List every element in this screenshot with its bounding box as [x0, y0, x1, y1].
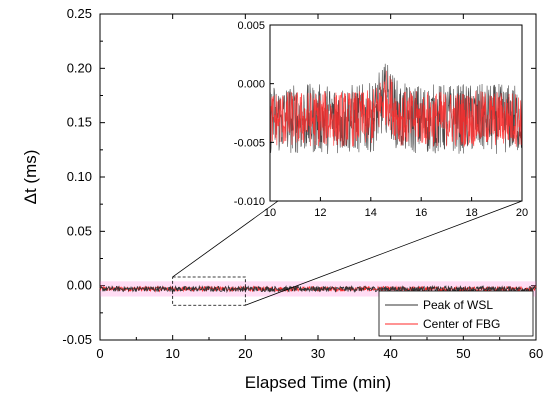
- inset-x-tick-label: 12: [314, 207, 326, 219]
- y-tick-label: 0.15: [67, 115, 92, 130]
- y-tick-label: 0.00: [67, 278, 92, 293]
- legend-box: [378, 290, 534, 337]
- x-tick-label: 10: [165, 346, 179, 361]
- y-tick-label: 0.20: [67, 60, 92, 75]
- inset-y-tick-label: 0.005: [237, 20, 265, 32]
- inset-axis-ticks: [269, 24, 523, 202]
- main-tick-labels: 0 10 20 30 40 50 60 -0.05 0.00 0.05 0.10 0.15 0.20 0.…: [62, 6, 543, 361]
- zoom-region-rect: [172, 276, 246, 306]
- inset-frame: [269, 24, 523, 202]
- x-tick-label: 50: [456, 346, 470, 361]
- inset-x-tick-label: 18: [465, 207, 477, 219]
- inset-y-tick-label: -0.005: [234, 137, 265, 149]
- y-tick-label: 0.25: [67, 6, 92, 21]
- legend-label-peak-of-wsl: Peak of WSL: [423, 298, 493, 312]
- y-axis-title: Δt (ms): [21, 150, 40, 205]
- inset-x-tick-label: 10: [264, 207, 276, 219]
- x-tick-label: 40: [383, 346, 397, 361]
- inset-x-tick-label: 14: [365, 207, 377, 219]
- y-tick-label: 0.05: [67, 223, 92, 238]
- inset-series-line-center-of-fbg: [269, 70, 523, 147]
- x-tick-label: 60: [529, 346, 543, 361]
- x-tick-label: 20: [238, 346, 252, 361]
- y-tick-label: 0.10: [67, 169, 92, 184]
- inset-series-line-peak-of-wsl: [269, 63, 523, 154]
- inset-y-tick-label: -0.010: [234, 196, 265, 208]
- inset-y-tick-label: 0.000: [237, 79, 265, 91]
- inset-tick-labels: 10 12 14 16 18 20 -0.010 -0.005 0.000 0.005: [234, 20, 528, 219]
- legend-label-center-of-fbg: Center of FBG: [423, 317, 500, 331]
- zoom-connector-line: [245, 200, 523, 306]
- inset-series-group: [269, 63, 523, 154]
- x-axis-title: Elapsed Time (min): [245, 373, 391, 392]
- x-tick-label: 0: [96, 346, 103, 361]
- y-tick-label: -0.05: [62, 332, 92, 347]
- inset-x-tick-label: 16: [415, 207, 427, 219]
- x-tick-label: 30: [311, 346, 325, 361]
- legend: Peak of WSL Center of FBG: [378, 290, 534, 337]
- main-axis-ticks: [99, 13, 537, 341]
- inset-x-tick-label: 20: [516, 207, 528, 219]
